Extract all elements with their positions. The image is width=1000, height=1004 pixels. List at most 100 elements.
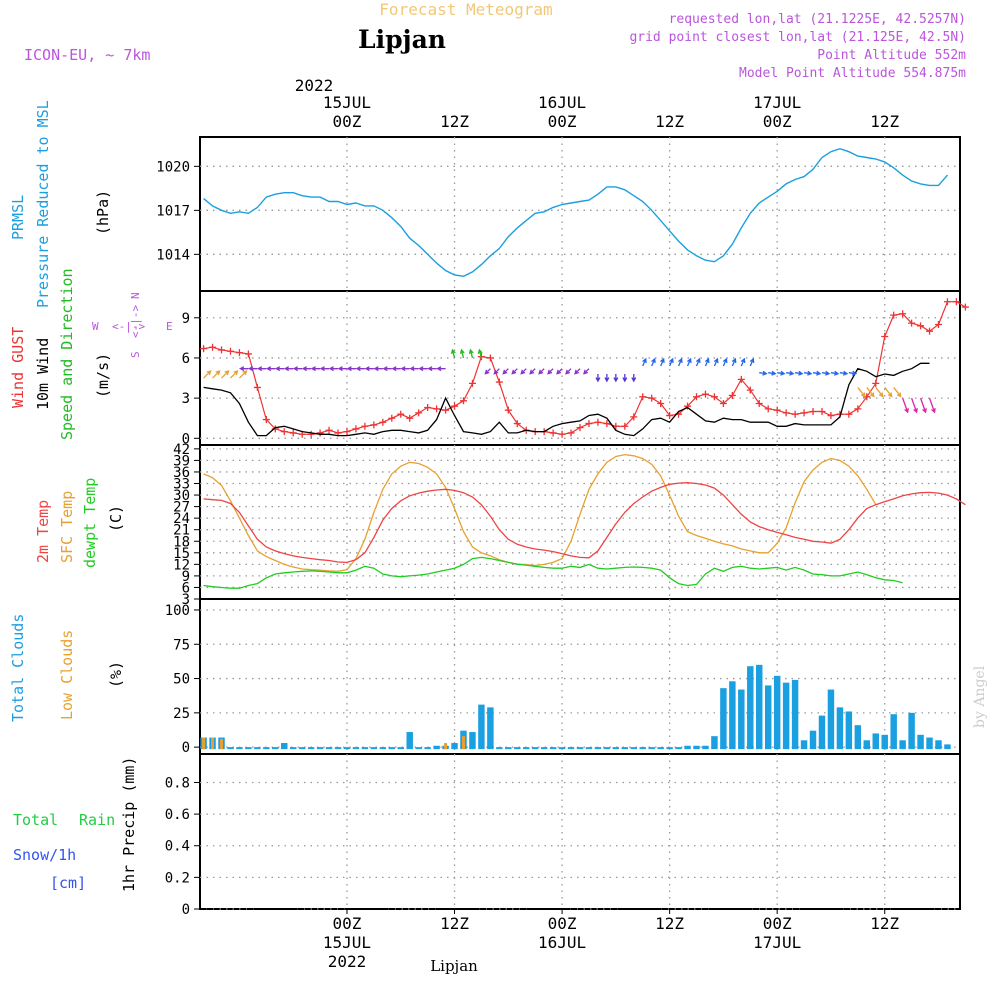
total-cloud-bar (675, 747, 682, 750)
compass-south: S (129, 351, 142, 358)
gust-marker (755, 399, 763, 407)
t2m-line (203, 482, 966, 564)
low-cloud-bar (461, 736, 465, 750)
gust-marker (433, 405, 441, 413)
total-cloud-bar (764, 685, 772, 750)
wind-direction-arrow (337, 366, 347, 372)
point-altitude: Point Altitude 552m (817, 48, 966, 63)
pressure-labels: PRMSL Pressure Reduced to MSL (hPa) (9, 100, 112, 308)
top-time-label: 00Z (333, 112, 362, 131)
wind-direction-arrow (274, 366, 285, 372)
sfc-temp-line (203, 453, 877, 572)
gust-marker (567, 429, 575, 437)
model-altitude: Model Point Altitude 554.875m (739, 66, 966, 81)
gust-marker (917, 322, 925, 330)
total-cloud-bar (720, 688, 727, 750)
total-cloud-bar (818, 715, 826, 750)
wind-direction-arrow (604, 374, 610, 383)
total-cloud-bar (496, 747, 503, 750)
gust-marker (280, 428, 288, 436)
wind-line (203, 362, 930, 437)
gust-marker (603, 420, 611, 428)
wind-direction-arrow (400, 366, 410, 372)
total-cloud-bar (549, 747, 557, 750)
gust-marker (388, 414, 396, 422)
total-cloud-bar (603, 747, 611, 750)
wind-direction-arrow (651, 357, 656, 367)
wind-direction-arrow (595, 374, 601, 383)
wind-gust-label: Wind GUST (9, 327, 27, 408)
wind-direction-arrow (265, 366, 276, 372)
wind-direction-arrow (355, 366, 365, 372)
temp-unit: (C) (107, 505, 125, 532)
bottom-time-label: 16JUL (538, 933, 586, 952)
wind-direction-arrow (203, 370, 212, 379)
low-cloud-bar (444, 743, 448, 750)
gust-marker (415, 409, 423, 417)
wind-direction-arrow (538, 368, 545, 375)
total-cloud-bar (881, 734, 888, 750)
top-time-label: 00Z (548, 112, 577, 131)
precip-total-label: Total (13, 811, 58, 829)
wind-direction-arrow (221, 370, 230, 379)
wind-direction-arrow (786, 370, 795, 376)
gust-marker (693, 393, 701, 401)
gust-marker (451, 402, 459, 410)
wind-direction-arrow (875, 387, 884, 398)
pressure-ytick-label: 1020 (156, 159, 190, 175)
total-cloud-bar (298, 747, 306, 750)
gust-marker (827, 412, 835, 420)
gust-marker (549, 429, 557, 437)
gust-marker (684, 402, 692, 410)
wind-direction-arrow (848, 370, 858, 376)
total-cloud-bar (827, 689, 835, 750)
total-cloud-bar (245, 747, 252, 750)
gust-marker (576, 424, 584, 432)
wind-10m-label: 10m Wind (34, 338, 52, 410)
total-cloud-bar (272, 747, 279, 750)
wind-direction-arrow (731, 357, 737, 367)
wind-direction-arrow (409, 366, 419, 372)
wind-direction-arrow (740, 357, 746, 367)
wind-direction-arrow (642, 357, 647, 367)
clouds-unit: (%) (107, 661, 125, 688)
precip-rain-label: Rain (79, 811, 115, 829)
total-cloud-bar (361, 747, 369, 750)
wind-direction-arrow (803, 370, 813, 376)
gust-marker (558, 430, 566, 438)
total-cloud-bar (227, 747, 234, 750)
total-cloud-bar (540, 747, 548, 750)
gust-marker (504, 406, 512, 414)
total-cloud-bar (289, 747, 297, 750)
precip-ytick-label: 0.4 (165, 839, 190, 855)
total-cloud-bar (738, 689, 745, 750)
precip-frame (199, 753, 961, 910)
gust-marker (200, 345, 208, 353)
wind-panel: 0 3 6 9 (182, 290, 969, 447)
wind-ytick-label: 0 (182, 431, 190, 447)
bottom-time-label: 12Z (440, 914, 469, 933)
wind-direction-arrow (660, 357, 665, 367)
pressure-ytick-label: 1014 (156, 247, 190, 263)
wind-direction-arrow (493, 368, 500, 375)
total-cloud-bar (334, 747, 342, 750)
wind-direction-arrow (565, 368, 572, 375)
pressure-label-prmsl: PRMSL (9, 195, 27, 240)
total-cloud-bar (379, 747, 387, 750)
wind-direction-arrow (759, 370, 768, 376)
wind-direction-arrow (556, 368, 563, 375)
gust-marker (737, 375, 745, 383)
wind-direction-arrow (477, 348, 483, 359)
dewpt-line (203, 556, 903, 589)
total-cloud-bar (639, 747, 646, 750)
gust-marker (809, 408, 817, 416)
temp-ytick-label: 42 (173, 442, 190, 458)
gust-marker (594, 418, 602, 426)
wind-direction-arrow (884, 387, 893, 398)
wind-direction-arrow (468, 348, 474, 359)
gust-marker (370, 421, 378, 429)
gust-marker (961, 303, 969, 311)
gust-marker (253, 383, 261, 391)
gust-marker (773, 406, 781, 414)
gust-marker (235, 349, 243, 357)
